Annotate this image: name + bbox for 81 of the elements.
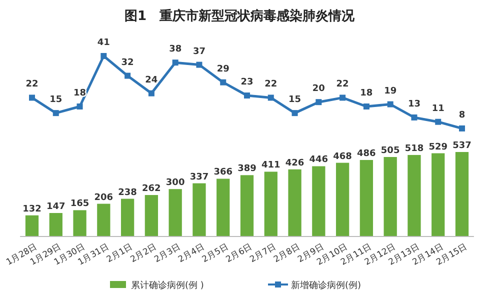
point (100, 53, 107, 59)
data-label: 537 (452, 141, 472, 151)
point (411, 114, 418, 120)
bar (25, 215, 39, 236)
point (459, 125, 465, 132)
data-label: 426 (285, 158, 304, 168)
point (387, 101, 394, 108)
data-label: 19 (384, 86, 397, 96)
point (363, 103, 370, 110)
bar (192, 183, 206, 236)
data-label: 23 (240, 78, 254, 88)
bar (240, 175, 254, 236)
data-label: 505 (380, 146, 400, 156)
bar (288, 169, 302, 236)
bar (360, 160, 374, 236)
data-label: 206 (94, 192, 114, 203)
point (52, 110, 59, 116)
data-label: 20 (312, 84, 325, 94)
data-label: 29 (216, 64, 230, 74)
data-label: 389 (238, 164, 256, 174)
bar (384, 157, 397, 236)
data-label: 15 (288, 95, 302, 106)
data-label: 147 (46, 202, 66, 212)
data-label: 15 (50, 95, 62, 106)
point (172, 60, 178, 66)
point (292, 110, 298, 116)
data-label: 24 (145, 75, 158, 86)
data-label: 165 (70, 199, 90, 210)
bar (144, 195, 158, 236)
data-label: 411 (261, 160, 280, 171)
bar (216, 178, 230, 236)
point (148, 90, 154, 96)
data-label: 366 (214, 168, 233, 178)
data-label: 337 (190, 172, 209, 182)
data-label: 18 (74, 88, 86, 98)
point (316, 99, 322, 106)
data-label: 38 (169, 44, 182, 55)
legend-label: 新增确诊病例(例) (291, 280, 362, 291)
point (435, 118, 442, 125)
data-label: 13 (408, 99, 420, 110)
bar (336, 162, 350, 236)
point (268, 94, 274, 101)
point (244, 92, 250, 99)
point (340, 94, 346, 101)
bar (73, 210, 86, 236)
data-label: 238 (118, 188, 137, 198)
data-label: 18 (360, 88, 373, 98)
data-label: 11 (432, 104, 444, 114)
chart-title: 图1 重庆市新型冠状病毒感染肺炎情况 (124, 8, 356, 24)
point (196, 62, 202, 68)
legend: 新增确诊病例(例) (268, 281, 362, 291)
bar (168, 189, 182, 236)
bar (264, 172, 278, 236)
data-label: 132 (22, 204, 42, 214)
point (220, 79, 226, 86)
point (124, 72, 131, 79)
data-label: 518 (404, 144, 424, 154)
data-label: 37 (192, 46, 206, 57)
data-label: 22 (336, 80, 349, 90)
bar (432, 153, 445, 236)
legend-label: 累计确诊病例(例 ) (131, 280, 204, 291)
bar (120, 198, 134, 236)
legend: 累计确诊病例(例 ) (110, 281, 204, 291)
point (29, 94, 35, 101)
bar (408, 154, 421, 236)
data-label: 262 (142, 184, 161, 194)
data-label: 529 (428, 142, 448, 152)
data-label: 41 (97, 38, 110, 48)
bar (312, 166, 326, 236)
data-label: 32 (121, 58, 134, 68)
data-label: 486 (357, 148, 376, 159)
data-label: 468 (333, 152, 352, 162)
point (76, 103, 83, 110)
data-label: 22 (264, 80, 278, 90)
data-label: 8 (458, 110, 466, 120)
bar (455, 152, 469, 236)
bar (49, 213, 62, 236)
data-label: 22 (26, 80, 38, 90)
data-label: 300 (166, 178, 185, 188)
data-label: 446 (309, 155, 328, 166)
bar (97, 204, 110, 236)
